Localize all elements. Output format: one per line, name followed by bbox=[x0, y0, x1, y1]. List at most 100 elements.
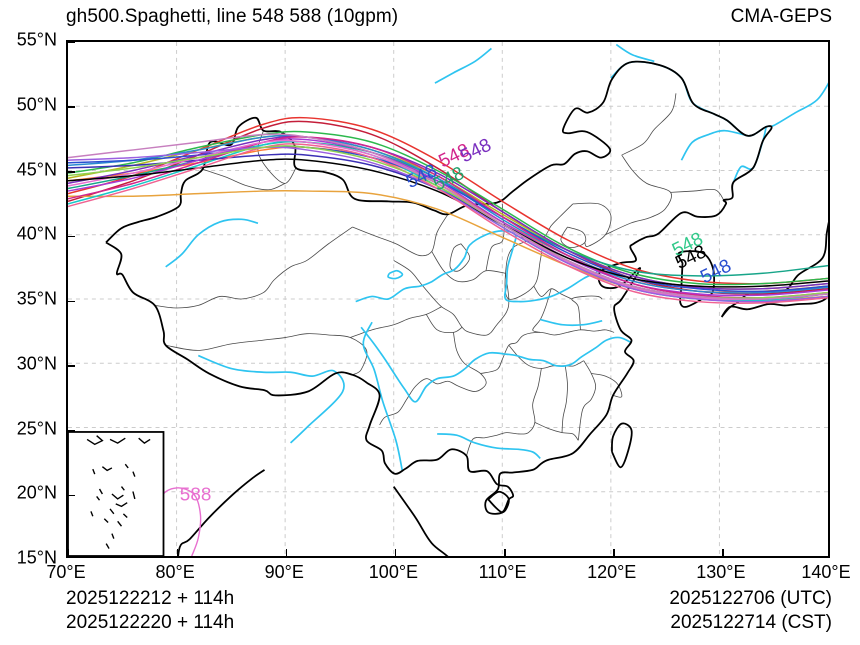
model-label: CMA-GEPS bbox=[730, 6, 832, 27]
y-tick-40n: 40°N bbox=[16, 223, 57, 244]
province-path bbox=[154, 226, 353, 309]
river-path bbox=[437, 433, 541, 459]
inset-island-path bbox=[138, 437, 151, 444]
inset-island-path bbox=[105, 543, 110, 549]
province-path bbox=[621, 93, 677, 156]
contour-member-14 bbox=[68, 136, 828, 299]
y-tickmark bbox=[68, 365, 75, 367]
x-tick-100e: 100°E bbox=[368, 562, 419, 582]
y-tick-15n: 15°N bbox=[16, 547, 57, 568]
river-path bbox=[165, 218, 259, 268]
contour-member-09 bbox=[68, 134, 828, 294]
province-path bbox=[560, 226, 587, 249]
province-path bbox=[532, 288, 552, 333]
y-tickmark bbox=[68, 42, 75, 43]
inset-island-path bbox=[117, 520, 123, 527]
inset-island-path bbox=[115, 502, 128, 508]
river-path bbox=[387, 269, 404, 280]
footer: 2025122212 + 114h 2025122220 + 114h 2025… bbox=[0, 588, 860, 645]
y-tick-55n: 55°N bbox=[16, 29, 57, 50]
river-path bbox=[434, 47, 492, 84]
y-tick-30n: 30°N bbox=[16, 353, 57, 374]
footer-valid-utc: 2025122706 (UTC) bbox=[669, 588, 832, 609]
inset-island-path bbox=[101, 466, 113, 472]
contour-member-13 bbox=[68, 138, 828, 297]
south-china-sea-inset bbox=[68, 431, 165, 556]
inset-island-path bbox=[132, 491, 136, 500]
inset-island-path bbox=[96, 496, 101, 501]
inset-island-path bbox=[98, 488, 103, 495]
inset-island-path bbox=[122, 513, 128, 519]
x-tick-140e: 140°E bbox=[801, 562, 851, 582]
y-tick-50n: 50°N bbox=[16, 94, 57, 115]
x-tickmark bbox=[613, 549, 615, 556]
footer-init-utc: 2025122212 + 114h bbox=[66, 588, 235, 609]
inset-island-path bbox=[132, 471, 136, 477]
river-path bbox=[680, 129, 748, 161]
contour-member-12 bbox=[68, 135, 828, 290]
river-path bbox=[360, 326, 632, 403]
border-path bbox=[392, 486, 449, 556]
river-path bbox=[615, 43, 655, 63]
footer-valid-cst: 2025122714 (CST) bbox=[670, 612, 832, 633]
inset-island-path bbox=[109, 508, 115, 515]
y-tickmark bbox=[68, 235, 75, 238]
map-plot-area[interactable]: 548 548 548 548 548 548 548 588 bbox=[66, 40, 830, 558]
x-tick-110e: 110°E bbox=[478, 562, 527, 582]
province-path bbox=[561, 365, 568, 433]
x-tickmark bbox=[176, 549, 179, 556]
x-tickmark bbox=[722, 549, 724, 556]
province-path bbox=[533, 285, 572, 300]
x-axis-labels: 70°E 80°E 90°E 100°E 110°E 120°E 130°E 1… bbox=[46, 560, 850, 588]
contour-member-20 bbox=[68, 133, 828, 300]
y-tick-25n: 25°N bbox=[16, 418, 57, 438]
page-title: gh500.Spaghetti, line 548 588 (10gpm) bbox=[66, 6, 399, 27]
inset-island-path bbox=[111, 533, 115, 539]
x-tick-70e: 70°E bbox=[46, 562, 86, 582]
inset-island-path bbox=[111, 493, 124, 500]
contour-member-18 bbox=[68, 143, 828, 304]
y-tickmark bbox=[68, 300, 75, 302]
y-tickmark bbox=[68, 494, 75, 497]
y-tick-45n: 45°N bbox=[16, 159, 57, 179]
province-path bbox=[508, 345, 584, 369]
province-path bbox=[425, 314, 463, 334]
x-tick-80e: 80°E bbox=[155, 562, 195, 582]
inset-island-path bbox=[109, 437, 126, 444]
province-path bbox=[670, 188, 725, 201]
x-tickmark bbox=[285, 549, 288, 556]
rivers bbox=[165, 43, 828, 472]
border-path bbox=[487, 490, 510, 514]
x-tickmark bbox=[504, 549, 506, 556]
river-path bbox=[197, 354, 345, 444]
province-path bbox=[165, 333, 368, 376]
province-path bbox=[572, 202, 612, 247]
province-path bbox=[567, 329, 615, 333]
inset-island-path bbox=[86, 435, 104, 446]
contour-member-06 bbox=[68, 130, 828, 286]
contour-member-01 bbox=[68, 116, 828, 285]
province-path bbox=[605, 154, 672, 236]
x-tick-130e: 130°E bbox=[696, 562, 746, 582]
province-path bbox=[485, 224, 505, 271]
y-tickmark bbox=[68, 171, 75, 173]
province-path bbox=[591, 373, 623, 398]
y-tickmark bbox=[68, 106, 75, 108]
y-tick-20n: 20°N bbox=[16, 482, 57, 503]
province-path bbox=[577, 360, 597, 441]
inset-island-path bbox=[92, 468, 96, 475]
inset-island-path bbox=[90, 511, 94, 517]
national-borders bbox=[68, 60, 828, 556]
river-path bbox=[540, 318, 603, 327]
y-tick-35n: 35°N bbox=[16, 288, 57, 309]
province-path bbox=[352, 213, 449, 257]
border-path bbox=[611, 422, 633, 469]
province-path bbox=[571, 295, 603, 330]
province-path bbox=[534, 421, 579, 441]
y-axis-labels: 55°N 50°N 45°N 40°N 35°N 30°N 25°N 20°N … bbox=[0, 30, 66, 568]
river-path bbox=[355, 230, 602, 303]
province-path bbox=[480, 332, 568, 374]
